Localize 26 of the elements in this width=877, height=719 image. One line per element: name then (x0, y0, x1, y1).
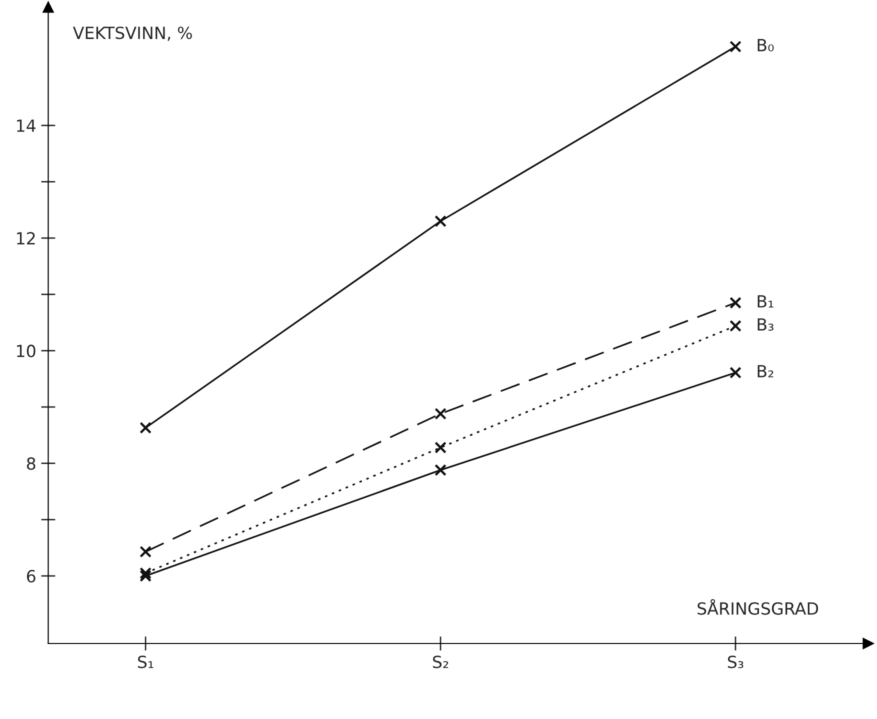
point (730, 40, 742, 53)
y-tick-label: 6 (26, 570, 36, 582)
point (434, 442, 447, 454)
point (140, 567, 152, 580)
x-tick-label: S₃ (728, 656, 744, 668)
series-label: B₃ (758, 318, 774, 331)
x-tick-label: S₁ (138, 656, 154, 668)
point (730, 296, 742, 309)
y-tick-label: 12 (17, 232, 35, 244)
point (434, 215, 447, 228)
y-tick-label: 10 (17, 344, 36, 358)
point (730, 366, 742, 379)
x-axis-title: SÅRINGSGRAD (698, 599, 818, 615)
y-axis-title: VEKTSVINN, % (72, 26, 192, 41)
point (434, 464, 447, 476)
x-tick-label: S₂ (433, 656, 448, 668)
series-label: B₁ (758, 295, 774, 308)
y-tick-label: 8 (26, 457, 36, 470)
point (140, 422, 152, 434)
point (140, 546, 152, 558)
point (730, 320, 742, 332)
point (140, 570, 152, 582)
series-label: B₂ (758, 365, 774, 378)
y-tick-label: 14 (17, 120, 36, 132)
series-label: B₀ (758, 39, 774, 52)
point (434, 408, 447, 420)
